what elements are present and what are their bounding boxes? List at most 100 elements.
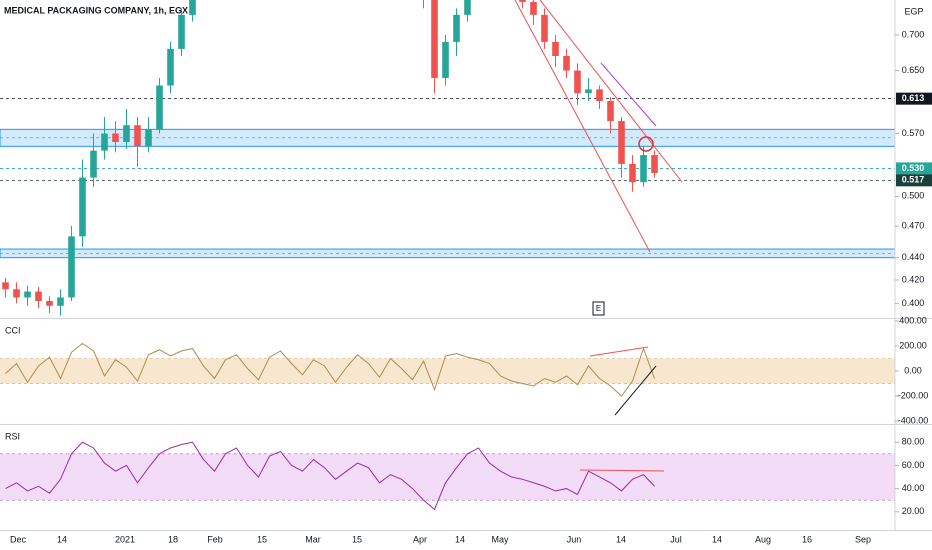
cci-title: CCI <box>5 325 21 335</box>
trend-line <box>514 0 651 253</box>
candle-body <box>46 300 53 306</box>
candle-body <box>530 1 537 15</box>
candle-body <box>79 177 86 237</box>
cci-line <box>5 342 655 397</box>
candle-body <box>145 129 152 147</box>
y-tick-label: 40.00 <box>902 483 925 493</box>
candle-body <box>189 0 196 15</box>
price-badge-label: 0.530 <box>902 163 925 173</box>
y-tick-label: 0.650 <box>902 65 925 75</box>
candle-body <box>596 89 603 102</box>
candle-body <box>123 125 130 143</box>
x-tick-label: 14 <box>57 534 67 544</box>
candle-body <box>35 291 42 301</box>
candle-body <box>464 0 471 15</box>
x-tick-label: Mar <box>305 534 321 544</box>
rsi-title: RSI <box>5 431 20 441</box>
x-tick-label: May <box>491 534 509 544</box>
y-tick-label: 0.440 <box>902 252 925 262</box>
x-tick-label: 14 <box>455 534 465 544</box>
candle-body <box>541 14 548 42</box>
x-tick-label: Aug <box>755 534 771 544</box>
y-tick-label: 60.00 <box>902 460 925 470</box>
currency: EGP <box>904 6 923 16</box>
y-tick-label: 0.700 <box>902 29 925 39</box>
highlight-circle <box>638 136 654 152</box>
trend-line <box>539 0 683 183</box>
candle-body <box>2 282 9 290</box>
y-tick-label: 20.00 <box>902 506 925 516</box>
earnings-box[interactable] <box>592 301 605 316</box>
price-badge-label: 0.517 <box>902 175 925 185</box>
y-tick-label: 0.500 <box>902 191 925 201</box>
drawings <box>514 0 683 472</box>
price-badge <box>896 174 932 187</box>
x-tick-label: Feb <box>207 534 223 544</box>
candle-body <box>640 155 647 183</box>
candle-body <box>13 289 20 298</box>
zone <box>0 248 895 259</box>
candle-body <box>453 14 460 42</box>
y-tick-label: 200.00 <box>899 340 927 350</box>
trend-line <box>600 62 657 127</box>
candle-body <box>167 48 174 86</box>
candle-body <box>585 89 592 94</box>
x-tick-label: 14 <box>616 534 626 544</box>
y-tick-label: -200.00 <box>898 390 929 400</box>
x-tick-label: 14 <box>712 534 722 544</box>
x-tick-label: 2021 <box>115 534 135 544</box>
y-tick-label: 0.400 <box>902 298 925 308</box>
earnings-marker[interactable]: E <box>596 304 601 313</box>
y-tick-label: 400.00 <box>899 315 927 325</box>
candle-body <box>442 41 449 78</box>
y-tick-label: 80.00 <box>902 437 925 447</box>
divergence-line <box>589 346 649 357</box>
x-tick-label: Sep <box>855 534 871 544</box>
candle-body <box>651 155 658 173</box>
rsi-pane <box>0 441 895 511</box>
candle-body <box>156 85 163 130</box>
price-pane <box>0 0 895 316</box>
x-tick-label: 15 <box>352 534 362 544</box>
y-tick-label: -400.00 <box>898 415 929 425</box>
x-tick-label: Dec <box>10 534 27 544</box>
candle-body <box>68 236 75 298</box>
x-tick-label: 18 <box>168 534 178 544</box>
y-tick-label: 0.470 <box>902 220 925 230</box>
candle-body <box>563 56 570 71</box>
divergence-line <box>614 365 657 416</box>
y-tick-label: 0.00 <box>904 365 922 375</box>
candle-body <box>629 163 636 183</box>
candle-body <box>24 291 31 298</box>
candle-body <box>57 297 64 306</box>
x-tick-label: 15 <box>257 534 267 544</box>
y-tick-label: 0.570 <box>902 128 925 138</box>
candle-body <box>607 101 614 122</box>
candle-body <box>134 125 141 147</box>
band <box>0 453 895 501</box>
candle-body <box>618 121 625 164</box>
rsi-line <box>5 441 655 511</box>
candle-body <box>431 0 438 78</box>
candle-body <box>552 41 559 57</box>
price-badge-label: 0.613 <box>902 93 925 103</box>
x-tick-label: Jul <box>670 534 682 544</box>
candle-body <box>178 14 185 49</box>
chart-title: MEDICAL PACKAGING COMPANY, 1h, EGX <box>4 5 188 15</box>
candle-body <box>574 70 581 94</box>
band <box>0 358 895 384</box>
x-tick-label: Apr <box>413 534 427 544</box>
candle-body <box>112 133 119 143</box>
divergence-line <box>579 469 665 472</box>
price-badge <box>896 92 932 105</box>
x-tick-label: 16 <box>802 534 812 544</box>
axes: 0.700 0.650 0.570 0.500 0.470 0.440 0.420 0.400… <box>0 0 932 531</box>
candle-body <box>519 0 526 2</box>
cci-pane <box>0 342 895 397</box>
zone <box>0 128 895 147</box>
x-tick-label: Jun <box>567 534 582 544</box>
y-tick-label: 0.420 <box>902 274 925 284</box>
price-badge <box>896 162 932 175</box>
candle-body <box>90 150 97 178</box>
